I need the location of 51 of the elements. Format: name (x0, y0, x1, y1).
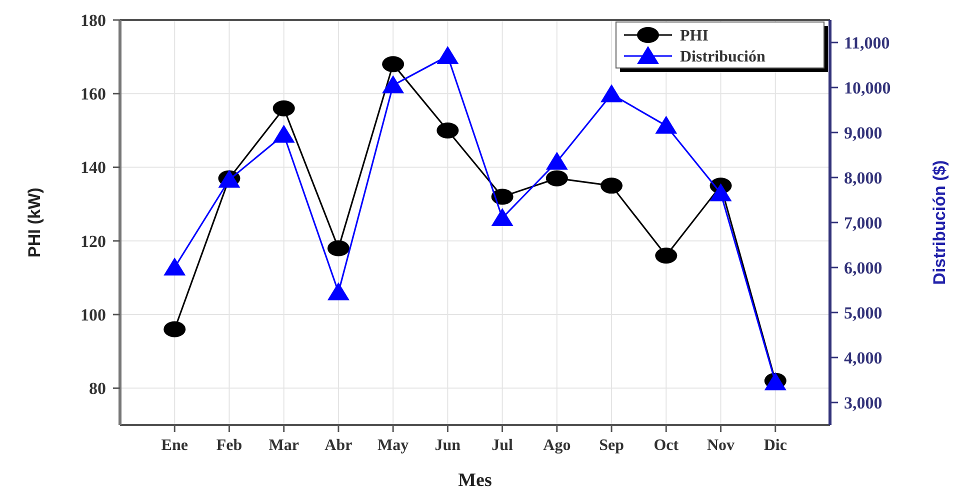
point (655, 116, 678, 134)
point (272, 100, 295, 116)
point (710, 183, 732, 202)
x-axis-title: Mes (458, 470, 492, 491)
y-tick-label: 120 (80, 232, 106, 251)
point (436, 46, 459, 64)
x-tick-label: Sep (599, 437, 624, 454)
point (600, 178, 623, 194)
point (436, 122, 459, 138)
point (327, 282, 350, 300)
x-tick-label: Dic (764, 437, 787, 454)
point (546, 170, 568, 186)
y2-tick-label: 4,000 (844, 348, 882, 368)
legend-label: PHI (680, 28, 708, 45)
y2-tick-label: 10,000 (844, 78, 891, 98)
x-tick-label: Jun (434, 437, 461, 454)
x-tick-label: Feb (216, 437, 242, 454)
y2-tick-label: 5,000 (844, 303, 882, 322)
x-tick-label: Jul (492, 437, 514, 454)
point (600, 84, 623, 102)
x-tick-label: Oct (654, 437, 680, 454)
x-tick-label: Abr (324, 437, 352, 454)
point (327, 240, 350, 256)
x-tick-label: Nov (706, 437, 735, 454)
y2-tick-label: 6,000 (844, 258, 882, 278)
y2-axis-title: Distribución ($) (930, 160, 949, 285)
y2-tick-label: 7,000 (844, 213, 882, 232)
y-axis-title: PHI (kW) (25, 188, 44, 258)
point (272, 124, 295, 143)
point (546, 152, 568, 170)
point (491, 188, 514, 205)
point (164, 321, 186, 338)
x-tick-label: Ene (161, 437, 188, 454)
point (491, 208, 514, 226)
point (164, 258, 186, 276)
point (382, 56, 404, 72)
y2-tick-label: 11,000 (844, 33, 890, 52)
y-tick-label: 80 (89, 379, 106, 398)
point (382, 75, 404, 94)
y2-tick-label: 8,000 (844, 168, 882, 188)
y2-tick-label: 9,000 (844, 123, 882, 142)
y-tick-label: 140 (80, 158, 106, 178)
legend-label: Distribución (680, 48, 766, 66)
point (655, 248, 678, 264)
y-tick-label: 180 (80, 10, 106, 30)
y2-tick-label: 3,000 (844, 393, 882, 412)
y-tick-label: 100 (80, 305, 106, 324)
x-tick-label: May (378, 437, 409, 454)
x-tick-label: Ago (543, 437, 571, 454)
y-tick-label: 160 (80, 84, 106, 104)
x-tick-label: Mar (268, 437, 299, 454)
